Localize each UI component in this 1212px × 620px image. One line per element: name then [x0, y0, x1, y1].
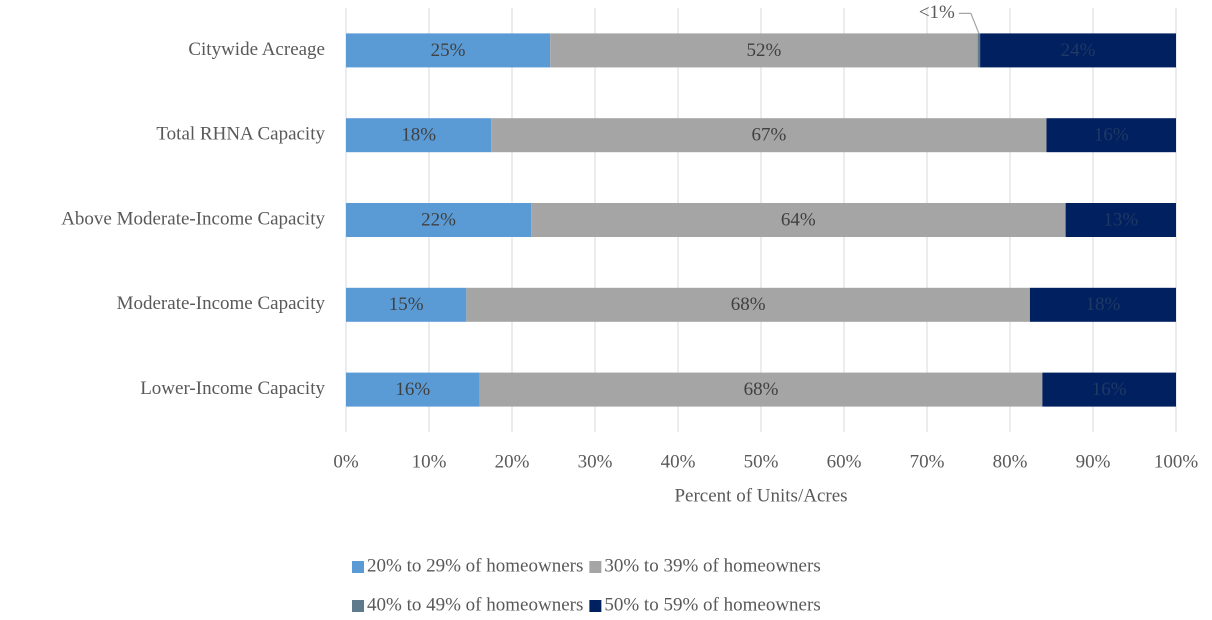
- bar-segment: [1042, 372, 1176, 407]
- data-label: 16%: [1094, 125, 1129, 146]
- x-tick-label: 40%: [661, 451, 696, 472]
- data-label: 67%: [751, 125, 786, 146]
- bar-segment: [346, 203, 532, 237]
- y-tick-label: Citywide Acreage: [188, 39, 325, 60]
- bar-segment: [346, 372, 480, 407]
- bar-segment: [550, 33, 978, 68]
- x-tick-label: 80%: [993, 451, 1028, 472]
- bar-segment: [1065, 203, 1176, 237]
- legend-label: 20% to 29% of homeowners: [367, 555, 583, 576]
- data-label: 22%: [421, 209, 456, 230]
- data-label: 18%: [1086, 294, 1121, 315]
- x-tick-label: 30%: [578, 451, 613, 472]
- data-label: 64%: [781, 209, 816, 230]
- bar-segment: [531, 203, 1066, 237]
- y-tick-label: Moderate-Income Capacity: [117, 293, 326, 314]
- bar-segment: [479, 372, 1043, 407]
- bar-segment: [346, 287, 467, 322]
- bar-segment: [491, 118, 1047, 153]
- x-tick-label: 20%: [495, 451, 530, 472]
- x-tick-label: 90%: [1076, 451, 1111, 472]
- legend-swatch: [589, 561, 602, 573]
- x-tick-label: 50%: [744, 451, 779, 472]
- data-label: 52%: [746, 40, 781, 61]
- legend-label: 40% to 49% of homeowners: [367, 594, 583, 615]
- legend-swatch: [589, 600, 602, 612]
- y-tick-label: Above Moderate-Income Capacity: [61, 208, 325, 229]
- data-label: 25%: [431, 40, 466, 61]
- data-label: 15%: [389, 294, 424, 315]
- bar-segment: [980, 33, 1176, 68]
- x-axis-title: Percent of Units/Acres: [674, 485, 847, 506]
- leader-line: [958, 12, 980, 34]
- legend-swatch: [352, 600, 364, 612]
- x-tick-label: 70%: [910, 451, 945, 472]
- data-label: 18%: [401, 125, 436, 146]
- legend-label: 30% to 39% of homeowners: [604, 555, 820, 576]
- bar-segment: [1046, 118, 1176, 153]
- x-tick-label: 60%: [827, 451, 862, 472]
- data-label: 68%: [744, 379, 779, 400]
- data-label: 13%: [1103, 209, 1138, 230]
- data-label: 24%: [1061, 40, 1096, 61]
- data-label: 16%: [395, 379, 430, 400]
- legend-label: 50% to 59% of homeowners: [604, 594, 820, 615]
- y-tick-label: Lower-Income Capacity: [140, 378, 325, 399]
- bar-segment: [1029, 287, 1176, 322]
- legend-swatch: [352, 561, 364, 573]
- x-tick-label: 100%: [1154, 451, 1199, 472]
- x-tick-label: 10%: [412, 451, 447, 472]
- data-label: 16%: [1092, 379, 1127, 400]
- x-tick-label: 0%: [333, 451, 359, 472]
- y-tick-label: Total RHNA Capacity: [156, 124, 325, 145]
- bar-segment: [346, 33, 551, 68]
- bar-segment: [466, 287, 1030, 322]
- data-label: <1%: [919, 2, 955, 23]
- bar-segment: [346, 118, 492, 153]
- data-label: 68%: [731, 294, 766, 315]
- bar-segment: [977, 33, 981, 68]
